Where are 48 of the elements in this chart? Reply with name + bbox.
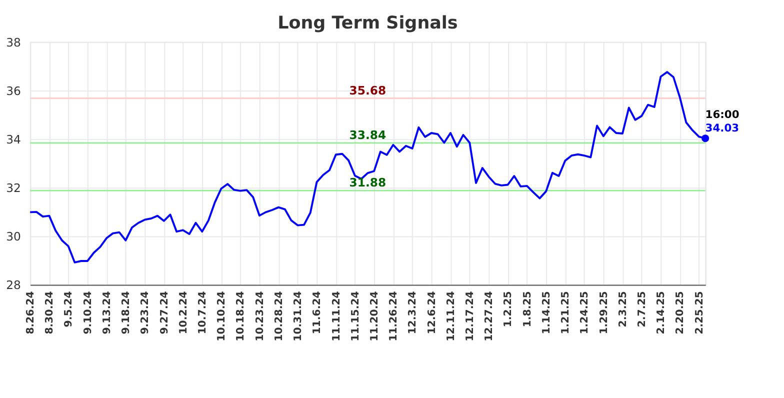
ref-line-label: 35.68 xyxy=(349,83,386,98)
x-tick-label: 10.18.24 xyxy=(236,291,247,342)
x-tick-label: 2.14.25 xyxy=(656,291,668,334)
ref-line-label: 33.84 xyxy=(349,128,386,142)
x-tick-label: 2.20.25 xyxy=(675,291,686,334)
x-tick-label: 10.31.24 xyxy=(293,291,304,342)
annotation: 16:00 xyxy=(705,108,740,121)
chart-title: Long Term Signals xyxy=(278,13,458,34)
x-tick-label: 1.29.25 xyxy=(598,291,610,334)
y-tick-label: 34 xyxy=(6,132,21,146)
y-tick-label: 32 xyxy=(6,181,21,196)
x-tick-label: 1.2.25 xyxy=(503,291,514,328)
x-tick-label: 10.10.24 xyxy=(216,291,228,342)
x-tick-label: 11.15.24 xyxy=(350,291,362,342)
ref-line-label: 31.88 xyxy=(349,176,386,190)
x-tick-label: 10.23.24 xyxy=(254,291,266,342)
y-tick-label: 36 xyxy=(6,84,21,98)
x-tick-label: 11.11.24 xyxy=(331,291,342,342)
x-tick-label: 2.7.25 xyxy=(637,291,648,328)
x-tick-label: 1.8.25 xyxy=(522,291,534,328)
x-tick-label: 9.23.24 xyxy=(140,291,152,334)
x-tick-label: 12.6.24 xyxy=(426,291,438,334)
x-tick-label: 8.30.24 xyxy=(44,291,56,334)
x-tick-label: 9.27.24 xyxy=(159,291,170,334)
x-tick-label: 9.13.24 xyxy=(102,291,113,334)
x-tick-label: 8.26.24 xyxy=(26,291,37,334)
x-tick-label: 11.26.24 xyxy=(388,291,400,342)
x-tick-label: 1.14.25 xyxy=(541,291,552,334)
annotation: 34.03 xyxy=(705,122,740,135)
x-tick-label: 10.28.24 xyxy=(274,291,285,342)
x-tick-label: 10.7.24 xyxy=(198,291,208,334)
x-tick-label: 11.20.24 xyxy=(369,291,380,342)
y-tick-label: 30 xyxy=(6,230,21,244)
x-tick-label: 12.17.24 xyxy=(465,291,476,342)
y-tick-label: 38 xyxy=(6,35,21,50)
x-tick-label: 9.18.24 xyxy=(121,291,132,334)
x-tick-label: 12.27.24 xyxy=(484,291,496,342)
x-tick-label: 12.3.24 xyxy=(408,291,419,334)
x-tick-label: 9.10.24 xyxy=(82,291,94,334)
x-tick-label: 9.5.24 xyxy=(64,291,75,328)
y-tick-label: 28 xyxy=(6,278,21,292)
x-tick-label: 1.24.25 xyxy=(580,291,591,334)
x-tick-label: 10.2.24 xyxy=(178,291,190,334)
x-tick-label: 2.3.25 xyxy=(618,291,629,328)
x-tick-label: 11.6.24 xyxy=(312,291,324,334)
x-tick-label: 1.21.25 xyxy=(560,291,572,334)
x-tick-label: 2.25.25 xyxy=(694,291,706,334)
x-tick-label: 12.11.24 xyxy=(446,291,457,342)
